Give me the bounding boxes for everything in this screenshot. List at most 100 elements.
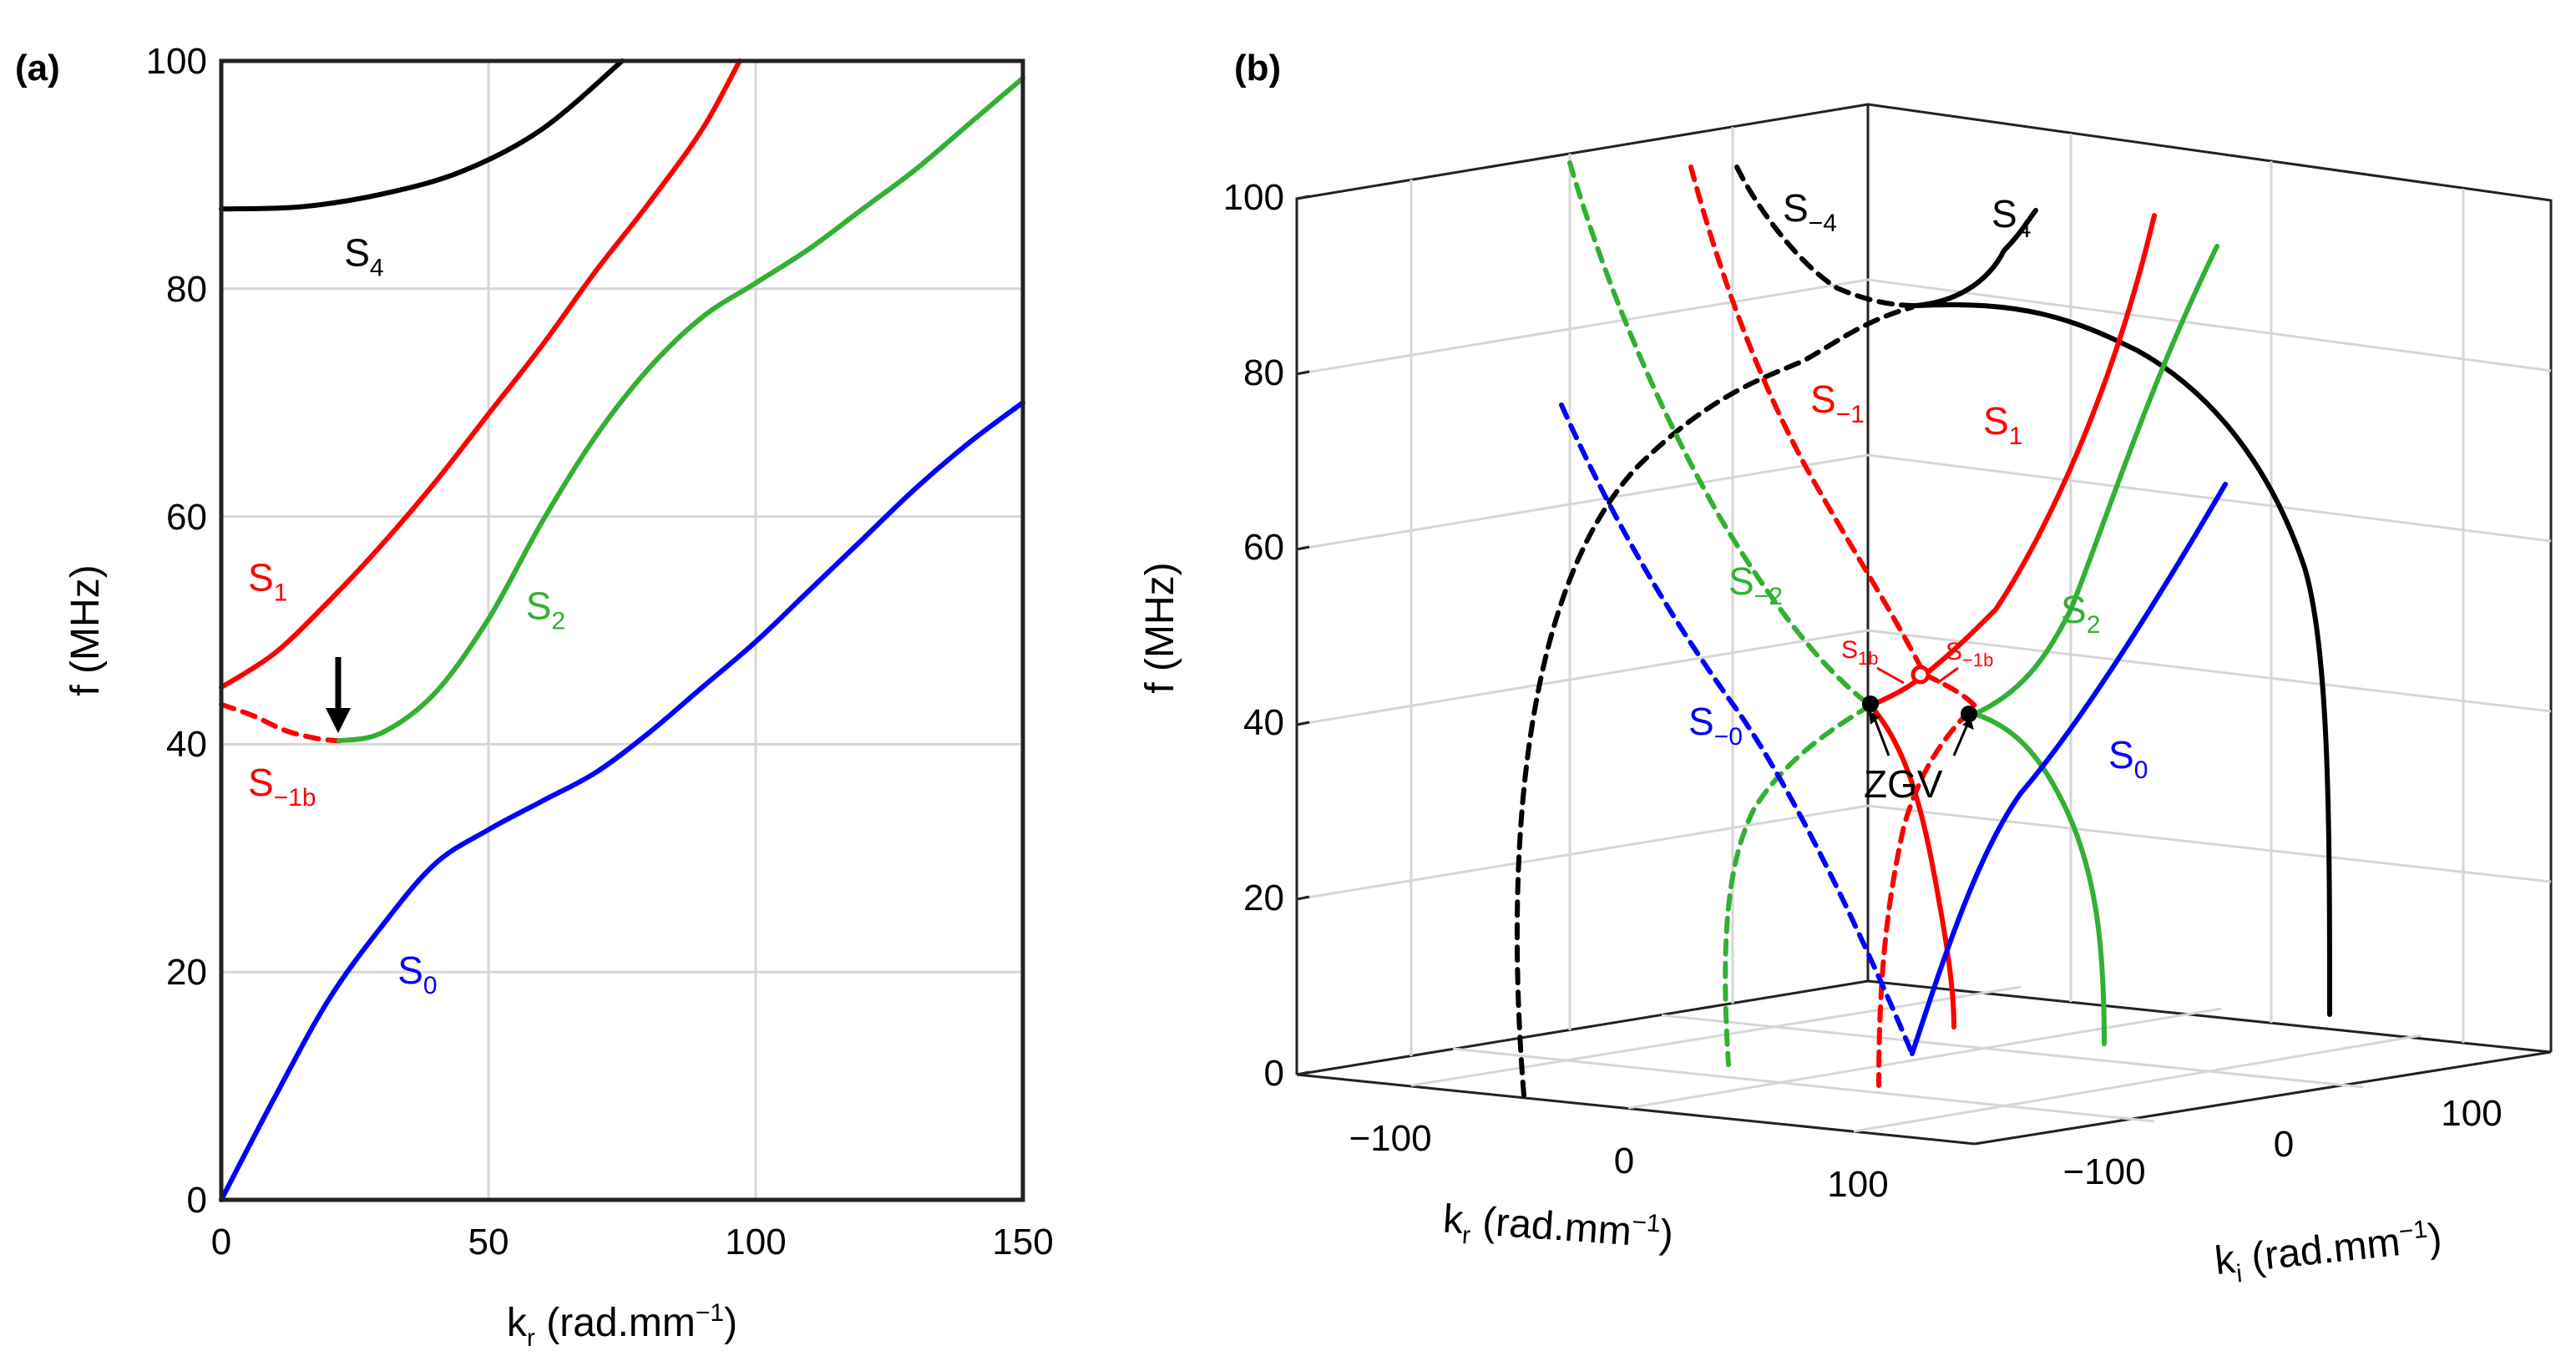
a-label-S1: S1	[248, 555, 287, 606]
b-floor-back-left	[1296, 979, 1869, 1076]
b-series-S2-lower	[1972, 711, 2107, 1046]
b-label-S4: S4	[1991, 192, 2031, 243]
b-ztick-mark-40	[1296, 721, 1310, 726]
b-series-S2	[1972, 244, 2219, 716]
b-zgv-pointer-right	[1952, 724, 1969, 756]
b-ztick-60: 60	[1243, 527, 1284, 568]
b-floor-back-right	[1867, 979, 2552, 1054]
b-series-S-4	[1514, 305, 1915, 1098]
b-kilabel-sub: i	[2235, 1260, 2244, 1288]
b-ztick-mark-100	[1296, 195, 1310, 200]
a-ytick-80: 80	[166, 269, 207, 310]
b-left-wall-outline	[1295, 103, 1870, 1075]
b-label-S1-s: S	[1983, 399, 2009, 443]
b-krtick-100: 100	[1827, 1164, 1888, 1205]
b-label-S-2-sub: −2	[1754, 583, 1783, 610]
b-series-S-2	[1567, 160, 1873, 708]
panel-a-axes-box	[219, 58, 1025, 1202]
panel-b-krticks: −100 0 100	[1349, 1118, 1888, 1205]
a-series-S1	[219, 58, 742, 691]
b-series-S-4-top	[1734, 164, 1919, 308]
b-grid-floor-5	[1661, 1014, 2364, 1089]
b-label-S-0-s: S	[1688, 700, 1714, 743]
b-label-S2: S2	[2061, 588, 2100, 639]
a-label-sub: −1b	[274, 784, 316, 812]
b-series-S1	[1922, 213, 2157, 677]
b-zgv-pointer-right-head	[1962, 718, 1974, 730]
b-label-S-1-sub: −1	[1836, 401, 1865, 428]
b-series-S0	[1910, 482, 2228, 1056]
panel-b-series	[1514, 160, 2332, 1098]
a-label-sub: 1	[274, 579, 288, 606]
b-krlabel-close: )	[1658, 1212, 1675, 1257]
b-label-S1: S1	[1983, 399, 2022, 450]
b-kilabel: ki (rad.mm−1)	[2213, 1214, 2445, 1290]
panel-a-label: (a)	[15, 48, 60, 89]
b-ztick-mark-0	[1296, 1070, 1310, 1076]
b-ztick-100: 100	[1223, 177, 1284, 218]
b-kitick-0: 0	[2274, 1124, 2294, 1165]
a-ytick-0: 0	[187, 1180, 207, 1221]
b-kilabel-unit: (rad.mm	[2238, 1220, 2401, 1281]
b-grid-rw-20	[1867, 804, 2552, 883]
b-grid-rw-40	[1867, 629, 2552, 713]
a-label-sub: 4	[370, 255, 384, 282]
b-ztick-20: 20	[1243, 878, 1284, 918]
b-label-S4-s: S	[1991, 192, 2017, 235]
b-series-S-0	[1559, 402, 1915, 1056]
b-floor-front-left	[1296, 1073, 1976, 1146]
b-label-S4-sub: 4	[2017, 215, 2032, 243]
b-ztick-80: 80	[1243, 352, 1284, 393]
a-label-S2: S2	[526, 584, 565, 635]
b-label-S1b-sub: 1b	[1858, 648, 1878, 669]
b-krtick-0: 0	[1614, 1141, 1634, 1181]
b-series-S-1b-lower	[1876, 672, 1977, 1088]
b-floor-front-right	[1974, 1050, 2552, 1146]
b-kitick-neg100: −100	[2062, 1151, 2145, 1192]
a-xtick-100: 100	[725, 1222, 786, 1262]
b-label-S0-s: S	[2108, 733, 2134, 777]
b-grid-floor-1	[1410, 985, 2022, 1087]
a-xlabel-exp: −1	[696, 1299, 724, 1327]
b-label-S-2-s: S	[1728, 559, 1754, 603]
a-label-s-letter: S	[344, 231, 370, 275]
b-label-S2-sub: 2	[2087, 611, 2101, 639]
a-xtick-0: 0	[211, 1222, 231, 1262]
b-s1b-pointer	[1876, 666, 1905, 685]
b-label-S2-s: S	[2061, 588, 2087, 631]
b-series-S-2-lower	[1723, 703, 1873, 1067]
a-series-S2	[336, 75, 1025, 744]
a-xlabel-unit: (rad.mm	[535, 1301, 696, 1345]
b-kilabel-exp: −1	[2397, 1216, 2428, 1246]
panel-b: (b)	[1138, 48, 2553, 1290]
b-grid-floor-3	[1853, 1034, 2422, 1133]
b-ztick-0: 0	[1264, 1053, 1284, 1094]
a-ylabel: f (MHz)	[63, 564, 108, 696]
b-grid-lw-80	[1296, 278, 1869, 376]
b-label-S-4-s: S	[1783, 186, 1809, 230]
b-grid-rw-80	[1867, 278, 2552, 372]
b-label-S-1b-sub: −1b	[1962, 650, 1993, 670]
a-xlabel-k: k	[507, 1301, 528, 1345]
b-kitick-100: 100	[2441, 1093, 2502, 1134]
panel-b-curve-labels: S−4 S4 S−1 S1 S−2 S2 S−0 S0 S1b S−1b ZGV	[1688, 186, 2148, 806]
a-label-s-letter: S	[526, 584, 552, 627]
a-xtick-50: 50	[468, 1222, 509, 1262]
b-ztick-40: 40	[1243, 702, 1284, 743]
panel-a-grid	[220, 59, 1025, 1202]
b-label-S-4: S−4	[1783, 186, 1837, 237]
zgv-arrow	[326, 657, 351, 733]
b-series-S4-arch	[1914, 301, 2332, 1017]
b-s1b-point	[1910, 665, 1931, 685]
a-series-S4	[219, 58, 625, 212]
b-label-S-1: S−1	[1810, 377, 1865, 428]
b-krlabel-k: k	[1441, 1196, 1465, 1242]
panel-a: (a) 0 50 100 150 0 20 40 60 80 100 kr (r…	[15, 41, 1054, 1352]
b-krtick-neg100: −100	[1349, 1118, 1431, 1159]
a-label-s-letter: S	[248, 761, 274, 804]
b-ztick-mark-20	[1296, 895, 1310, 901]
b-grid-floor-4	[1452, 1047, 2155, 1123]
b-zgv-pointer-left-head	[1869, 711, 1880, 725]
a-label-sub: 0	[423, 972, 438, 999]
